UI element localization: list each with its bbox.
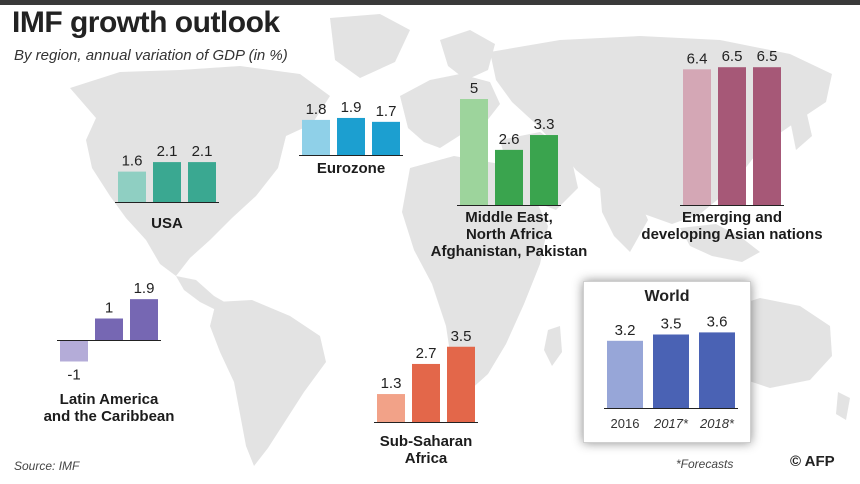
world-bar-1 — [653, 334, 689, 408]
latam-bar-2 — [130, 299, 158, 340]
mena-value-label-1: 2.6 — [499, 131, 520, 148]
latam-value-label-2: 1.9 — [134, 280, 155, 297]
world-bar-2 — [699, 332, 735, 408]
map-south-america — [210, 300, 326, 466]
world-year-label-0: 2016 — [611, 416, 640, 431]
forecast-note: *Forecasts — [676, 457, 734, 471]
asia-value-label-1: 6.5 — [722, 48, 743, 65]
source-note: Source: IMF — [14, 459, 80, 473]
asia-value-label-2: 6.5 — [757, 48, 778, 65]
eurozone-bar-1 — [337, 117, 365, 155]
map-scandinavia — [440, 30, 495, 80]
usa-value-label-1: 2.1 — [157, 143, 178, 160]
region-world: 3.2 2016 3.5 2017* 3.6 2018* — [604, 313, 738, 431]
ssa-region-label-0: Sub-Saharan — [380, 433, 473, 450]
top-bar — [0, 0, 860, 5]
latam-bar-0 — [60, 340, 88, 362]
world-title: World — [644, 288, 690, 305]
latam-region-label-1: and the Caribbean — [44, 408, 175, 425]
region-mena: 5 2.6 3.3 Middle East,North AfricaAfghanist… — [431, 80, 588, 260]
map-india — [600, 188, 648, 252]
usa-bar-1 — [153, 162, 181, 202]
mena-region-label-1: North Africa — [466, 226, 553, 243]
usa-bar-0 — [118, 171, 146, 202]
ssa-value-label-0: 1.3 — [381, 375, 402, 392]
world-value-label-0: 3.2 — [615, 322, 636, 339]
latam-bar-1 — [95, 318, 123, 340]
ssa-bar-2 — [447, 346, 475, 422]
usa-value-label-0: 1.6 — [122, 153, 143, 170]
world-value-label-1: 3.5 — [661, 316, 682, 333]
asia-bar-0 — [683, 69, 711, 205]
usa-region-label-0: USA — [151, 215, 183, 232]
latam-value-label-1: 1 — [105, 300, 113, 317]
eurozone-value-label-2: 1.7 — [376, 103, 397, 120]
usa-value-label-2: 2.1 — [192, 143, 213, 160]
region-eurozone: 1.8 1.9 1.7 Eurozone — [299, 99, 403, 177]
map-europe — [400, 74, 500, 148]
ssa-value-label-2: 3.5 — [451, 328, 472, 345]
latam-value-label-0: -1 — [67, 367, 80, 384]
world-year-label-2: 2018* — [699, 416, 735, 431]
asia-region-label-1: developing Asian nations — [641, 226, 822, 243]
eurozone-value-label-0: 1.8 — [306, 101, 327, 118]
region-usa: 1.6 2.1 2.1 USA — [115, 143, 219, 232]
ssa-region-label-1: Africa — [405, 450, 448, 467]
mena-bar-2 — [530, 135, 558, 205]
map-japan — [790, 110, 812, 150]
world-value-label-2: 3.6 — [707, 313, 728, 330]
map-asia — [490, 36, 832, 224]
ssa-bar-1 — [412, 363, 440, 422]
asia-value-label-0: 6.4 — [687, 50, 708, 67]
mena-value-label-0: 5 — [470, 80, 478, 97]
asia-region-label-0: Emerging and — [682, 209, 782, 226]
mena-bar-1 — [495, 149, 523, 205]
afp-credit: © AFP — [790, 453, 835, 470]
mena-value-label-2: 3.3 — [534, 116, 555, 133]
eurozone-region-label-0: Eurozone — [317, 160, 385, 177]
map-africa — [402, 156, 548, 392]
eurozone-value-label-1: 1.9 — [341, 99, 362, 116]
asia-bar-1 — [718, 67, 746, 205]
map-southeast-asia — [680, 224, 760, 262]
mena-bar-0 — [460, 99, 488, 205]
mena-region-label-2: Afghanistan, Pakistan — [431, 243, 588, 260]
eurozone-bar-0 — [302, 119, 330, 155]
world-year-label-1: 2017* — [653, 416, 689, 431]
usa-bar-2 — [188, 162, 216, 202]
map-greenland — [330, 14, 410, 78]
ssa-value-label-1: 2.7 — [416, 345, 437, 362]
map-new-zealand — [836, 392, 850, 420]
world-bar-0 — [607, 340, 643, 408]
chart-title: IMF growth outlook — [12, 6, 280, 39]
map-madagascar — [544, 326, 562, 366]
asia-bar-2 — [753, 67, 781, 205]
map-central-america — [176, 276, 228, 312]
eurozone-bar-2 — [372, 121, 400, 155]
chart-subtitle: By region, annual variation of GDP (in %… — [14, 47, 288, 64]
ssa-bar-0 — [377, 394, 405, 422]
latam-region-label-0: Latin America — [60, 391, 159, 408]
mena-region-label-0: Middle East, — [465, 209, 553, 226]
